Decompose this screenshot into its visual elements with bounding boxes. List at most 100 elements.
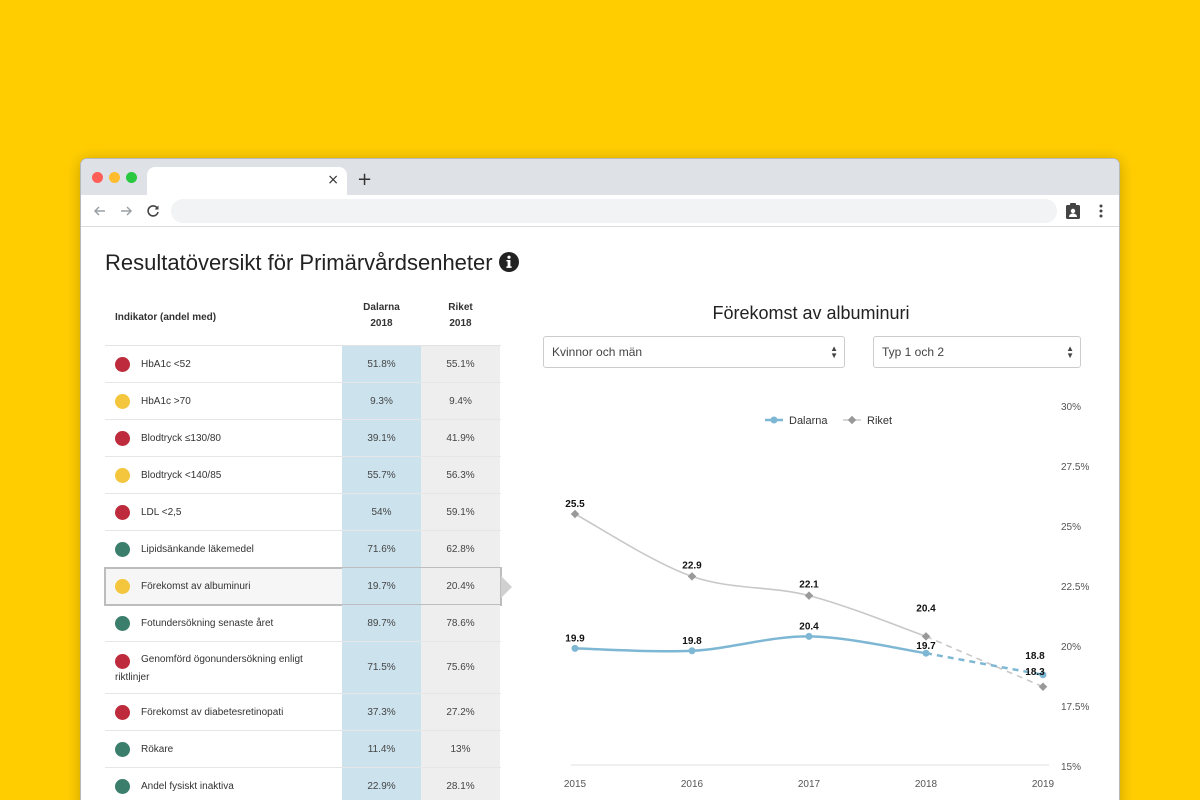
table-row[interactable]: Blodtryck ≤130/80 39.1% 41.9% xyxy=(105,420,501,457)
data-point-dalarna xyxy=(571,644,579,652)
data-label-dalarna: 19.9 xyxy=(565,633,585,644)
header-indicator: Indikator (andel med) xyxy=(115,312,217,323)
arrow-down-icon: ▼ xyxy=(1066,351,1074,360)
reload-icon[interactable] xyxy=(145,203,161,219)
status-dot-red xyxy=(115,654,130,669)
close-window-button[interactable] xyxy=(92,172,103,183)
sex-filter-value: Kvinnor och män xyxy=(552,345,643,359)
cell-riket: 75.6% xyxy=(421,642,500,693)
table-row[interactable]: LDL <2,5 54% 59.1% xyxy=(105,494,501,531)
clipboard-extension-icon[interactable] xyxy=(1065,202,1081,220)
cell-dalarna: 71.6% xyxy=(342,531,421,567)
page-title-text: Resultatöversikt för Primärvårdsenheter xyxy=(105,250,493,275)
browser-tab[interactable]: × xyxy=(147,167,347,195)
indicator-label: Blodtryck ≤130/80 xyxy=(141,433,221,444)
status-dot-red xyxy=(115,431,130,446)
cell-riket: 78.6% xyxy=(421,605,500,641)
data-point-dalarna xyxy=(922,649,930,657)
indicator-label: HbA1c <52 xyxy=(141,359,191,370)
table-row[interactable]: Fotundersökning senaste året 89.7% 78.6% xyxy=(105,605,501,642)
close-tab-icon[interactable]: × xyxy=(327,172,339,188)
series-line-dalarna xyxy=(574,635,927,655)
data-point-riket xyxy=(570,509,580,519)
indicator-label: Lipidsänkande läkemedel xyxy=(141,544,254,555)
data-point-riket xyxy=(804,591,814,600)
table-row[interactable]: Förekomst av diabetesretinopati 37.3% 27.2… xyxy=(105,694,501,731)
back-arrow-icon[interactable] xyxy=(92,203,108,219)
data-label-dalarna: 18.8 xyxy=(1025,651,1045,662)
cell-riket: 56.3% xyxy=(421,457,500,493)
table-body: HbA1c <52 51.8% 55.1% HbA1c >70 9.3% 9.4% Blod… xyxy=(104,346,512,800)
header-riket[interactable]: Riket 2018 xyxy=(421,300,500,332)
table-row[interactable]: HbA1c >70 9.3% 9.4% xyxy=(105,383,501,420)
maximize-window-button[interactable] xyxy=(126,172,137,183)
indicator-table: Indikator (andel med) Dalarna 2018 Riket… xyxy=(104,290,512,800)
data-label-riket: 18.3 xyxy=(1025,667,1045,678)
table-row[interactable]: Genomförd ögonundersökning enligt riktlin… xyxy=(105,642,501,694)
info-icon[interactable] xyxy=(498,252,519,272)
cell-riket: 9.4% xyxy=(421,383,500,419)
indicator-label: Genomförd ögonundersökning enligt xyxy=(141,654,303,665)
status-dot-green xyxy=(115,616,130,631)
page-content: Resultatöversikt för Primärvårdsenheter … xyxy=(81,228,1119,800)
status-dot-yellow xyxy=(115,468,130,483)
table-row[interactable]: Förekomst av albuminuri 19.7% 20.4% xyxy=(104,567,512,606)
x-tick-label: 2017 xyxy=(798,779,821,790)
status-dot-green xyxy=(115,779,130,794)
cell-riket: 59.1% xyxy=(421,494,500,530)
x-tick-label: 2019 xyxy=(1032,779,1055,790)
y-tick-label: 25% xyxy=(1061,522,1081,533)
cell-dalarna: 55.7% xyxy=(342,457,421,493)
header-riket-year: 2018 xyxy=(449,318,472,329)
status-dot-green xyxy=(115,542,130,557)
x-tick-label: 2018 xyxy=(915,779,938,790)
arrow-up-icon: ▲ xyxy=(1066,344,1074,353)
status-dot-red xyxy=(115,357,130,372)
status-dot-red xyxy=(115,705,130,720)
type-filter-value: Typ 1 och 2 xyxy=(882,345,945,359)
browser-titlebar: × + xyxy=(81,159,1119,195)
status-dot-red xyxy=(115,505,130,520)
data-label-riket: 22.9 xyxy=(682,560,702,571)
forward-arrow-icon[interactable] xyxy=(118,203,134,219)
line-chart: 15% 17.5% 20% 22.5% 25% 27.5% 30% 2015 2016 2017 2… xyxy=(564,402,1090,790)
minimize-window-button[interactable] xyxy=(109,172,120,183)
type-filter-select[interactable]: Typ 1 och 2 ▲ ▼ xyxy=(873,336,1081,368)
sex-filter-select[interactable]: Kvinnor och män ▲ ▼ xyxy=(543,336,845,368)
data-point-dalarna xyxy=(805,632,813,640)
table-row[interactable]: Rökare 11.4% 13% xyxy=(105,731,501,768)
x-tick-label: 2015 xyxy=(564,779,587,790)
cell-riket: 20.4% xyxy=(421,568,500,604)
table-row[interactable]: Lipidsänkande läkemedel 71.6% 62.8% xyxy=(105,531,501,568)
data-point-riket xyxy=(687,572,697,581)
data-label-riket: 25.5 xyxy=(565,499,585,510)
table-row[interactable]: Blodtryck <140/85 55.7% 56.3% xyxy=(105,457,501,494)
series-line-riket xyxy=(574,513,927,638)
data-label-dalarna: 19.7 xyxy=(916,641,936,652)
cell-riket: 55.1% xyxy=(421,346,500,382)
data-point-riket xyxy=(1038,682,1048,692)
data-label-riket: 22.1 xyxy=(799,580,819,591)
data-label-dalarna: 19.8 xyxy=(682,636,702,647)
indicator-label: Blodtryck <140/85 xyxy=(141,470,222,481)
cell-dalarna: 39.1% xyxy=(342,420,421,456)
legend-label-dalarna: Dalarna xyxy=(789,415,828,427)
browser-menu-icon[interactable] xyxy=(1093,203,1109,219)
legend-label-riket: Riket xyxy=(867,415,892,427)
table-row[interactable]: Andel fysiskt inaktiva 22.9% 28.1% xyxy=(105,768,501,800)
address-bar[interactable] xyxy=(171,199,1057,223)
page-title: Resultatöversikt för Primärvårdsenheter xyxy=(105,250,519,276)
cell-dalarna: 54% xyxy=(342,494,421,530)
data-label-riket: 20.4 xyxy=(916,603,936,614)
cell-dalarna: 22.9% xyxy=(342,768,421,800)
table-row[interactable]: HbA1c <52 51.8% 55.1% xyxy=(105,346,501,383)
header-dalarna[interactable]: Dalarna 2018 xyxy=(342,300,421,332)
cell-dalarna: 51.8% xyxy=(342,346,421,382)
indicator-label: Rökare xyxy=(141,744,174,755)
status-dot-yellow xyxy=(115,579,130,594)
cell-dalarna: 9.3% xyxy=(342,383,421,419)
data-point-dalarna xyxy=(688,647,696,655)
cell-dalarna: 89.7% xyxy=(342,605,421,641)
browser-window: × + Resultatöversikt för Primärvårdsenhe… xyxy=(80,158,1120,800)
new-tab-button[interactable]: + xyxy=(357,169,373,190)
